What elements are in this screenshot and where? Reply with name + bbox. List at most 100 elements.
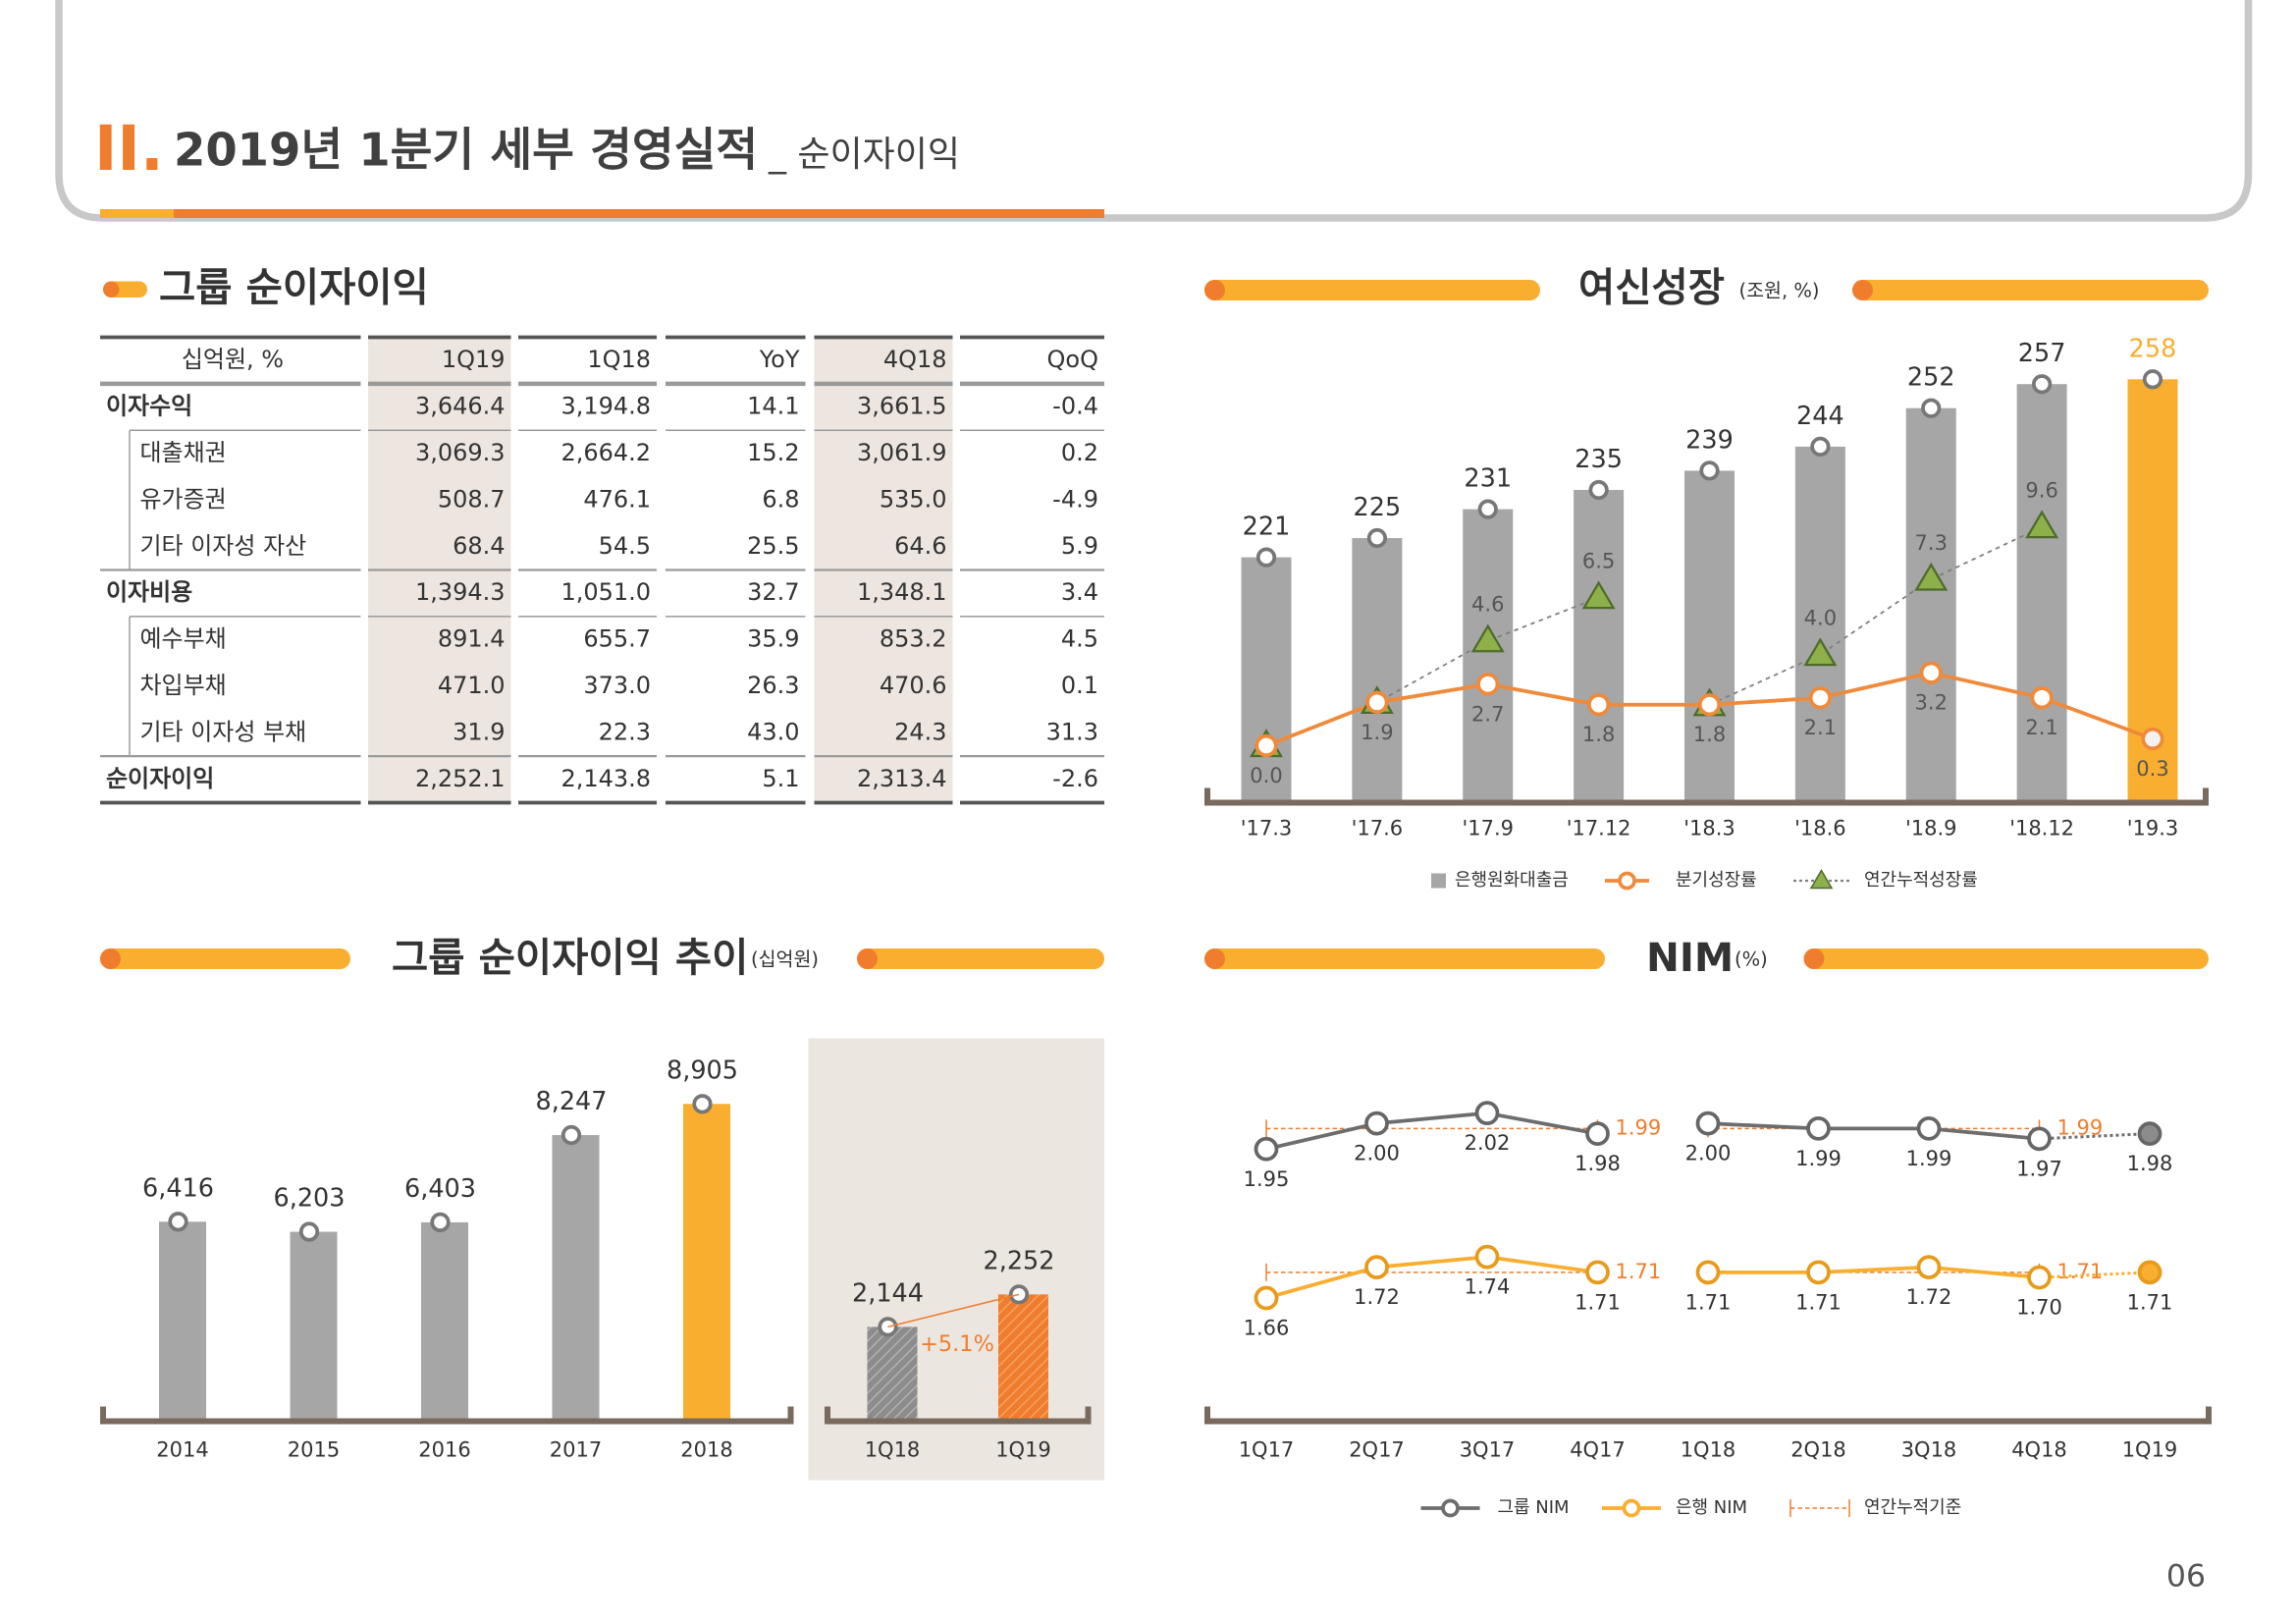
header-rule-accent	[100, 208, 175, 218]
value-label: 1.98	[2127, 1152, 2173, 1175]
x-tick-label: 2016	[418, 1437, 470, 1461]
bar	[1352, 537, 1403, 803]
section-bar-dot	[1852, 279, 1874, 300]
x-tick-label: 3Q18	[1901, 1437, 1957, 1461]
section-bar-dot	[857, 947, 879, 969]
line-series	[1265, 1255, 1598, 1300]
legend-label: 은행원화대출금	[1455, 870, 1569, 891]
cell: 5.9	[1061, 532, 1098, 560]
value-label: 1.8	[1693, 723, 1726, 746]
bar-value-label: 6,203	[274, 1184, 346, 1214]
bar-value-label: 221	[1243, 513, 1291, 542]
column-header: YoY	[759, 346, 800, 373]
line-series	[1708, 1265, 2040, 1279]
circle-marker	[1365, 690, 1389, 714]
circle-marker	[1474, 1244, 1500, 1270]
triangle-marker	[1914, 562, 1949, 591]
value-label: 2.02	[1465, 1131, 1511, 1155]
triangle-marker	[1581, 580, 1616, 610]
row-label: 이자수익	[106, 393, 192, 420]
cell: 535.0	[880, 485, 947, 513]
circle-marker	[1254, 1136, 1279, 1162]
value-label: 2.1	[2025, 716, 2057, 739]
bar-marker	[168, 1212, 188, 1232]
bar-marker	[561, 1124, 582, 1146]
bar-value-label: 225	[1354, 493, 1402, 522]
cell: -2.6	[1052, 765, 1098, 792]
circle-marker	[1808, 686, 1833, 710]
value-label: 1.72	[1906, 1285, 1952, 1309]
value-label: 1.70	[2016, 1296, 2062, 1320]
x-tick-label: 2Q18	[1790, 1437, 1846, 1461]
header-title: 2019년 1분기 세부 경영실적	[174, 123, 758, 176]
bar-marker	[1255, 547, 1277, 568]
cell: 3,069.3	[415, 439, 506, 466]
value-label: 2.00	[1685, 1142, 1732, 1165]
bar-value-label: 257	[2018, 339, 2066, 368]
header-numeral: II.	[94, 113, 164, 185]
row-label: 예수부채	[140, 625, 227, 653]
row-label: 기타 이자성 부채	[140, 718, 307, 745]
bar-value-label: 8,905	[667, 1056, 738, 1085]
x-tick-label: 4Q18	[2011, 1437, 2067, 1461]
annual-basis-label: 1.71	[2056, 1260, 2103, 1283]
x-tick-label: 1Q18	[1681, 1437, 1736, 1461]
circle-marker	[1474, 1101, 1500, 1126]
circle-marker	[1697, 693, 1722, 717]
row-label: 기타 이자성 자산	[140, 532, 307, 560]
value-label: 1.98	[1575, 1152, 1621, 1175]
cell: 26.3	[747, 672, 799, 699]
line-series-dotted	[2039, 1271, 2151, 1279]
legend-swatch	[1618, 871, 1636, 891]
legend-label: 분기성장률	[1676, 870, 1757, 891]
section-bar	[100, 947, 351, 969]
x-tick-label: 1Q18	[865, 1437, 921, 1461]
value-label: 1.8	[1582, 723, 1615, 746]
value-label: 1.9	[1361, 721, 1393, 744]
connector	[887, 1293, 1020, 1328]
row-label: 순이자이익	[106, 765, 214, 792]
circle-marker	[1364, 1110, 1389, 1136]
bar-marker	[1921, 398, 1942, 418]
chart-unit: (조원, %)	[1739, 279, 1820, 301]
bar	[1794, 446, 1845, 803]
bar	[683, 1104, 731, 1422]
value-label: 1.99	[1795, 1147, 1842, 1170]
section-bar-dot	[1803, 947, 1825, 969]
header-rule	[100, 208, 1105, 218]
bar	[1905, 407, 1956, 803]
cell: 853.2	[880, 625, 947, 653]
chart-title: NIM	[1646, 934, 1734, 981]
circle-marker	[1255, 733, 1278, 758]
bar-value-label: 258	[2129, 334, 2177, 363]
cell: 471.0	[438, 672, 506, 699]
bar-marker	[1699, 460, 1720, 481]
cell: 891.4	[438, 625, 506, 653]
bar-value-label: 235	[1575, 445, 1623, 474]
cell: 31.9	[453, 718, 505, 745]
cell: 2,313.4	[857, 765, 947, 792]
cell: 655.7	[583, 625, 651, 653]
triangle-marker	[1470, 623, 1505, 653]
circle-marker	[1916, 1255, 1942, 1279]
section-bar-dot	[100, 947, 122, 969]
circle-marker	[2030, 686, 2054, 710]
bar	[159, 1221, 207, 1422]
bar	[1684, 470, 1735, 803]
value-label: 7.3	[1915, 531, 1948, 555]
line-series	[1709, 525, 2043, 706]
cell: 1,348.1	[857, 578, 947, 606]
value-label: 4.6	[1471, 593, 1504, 617]
x-tick-label: 2014	[156, 1437, 208, 1461]
page-number: 06	[2166, 1558, 2206, 1594]
section-bar	[1852, 279, 2209, 300]
column-header: 1Q19	[442, 346, 506, 373]
bar-value-label: 252	[1907, 363, 1955, 393]
bar	[867, 1326, 918, 1422]
axis-line	[825, 1406, 1092, 1425]
bar-value-label: 239	[1685, 425, 1734, 455]
section-bar	[857, 947, 1105, 969]
circle-marker	[2141, 727, 2164, 751]
subchart-panel	[808, 1038, 1105, 1481]
